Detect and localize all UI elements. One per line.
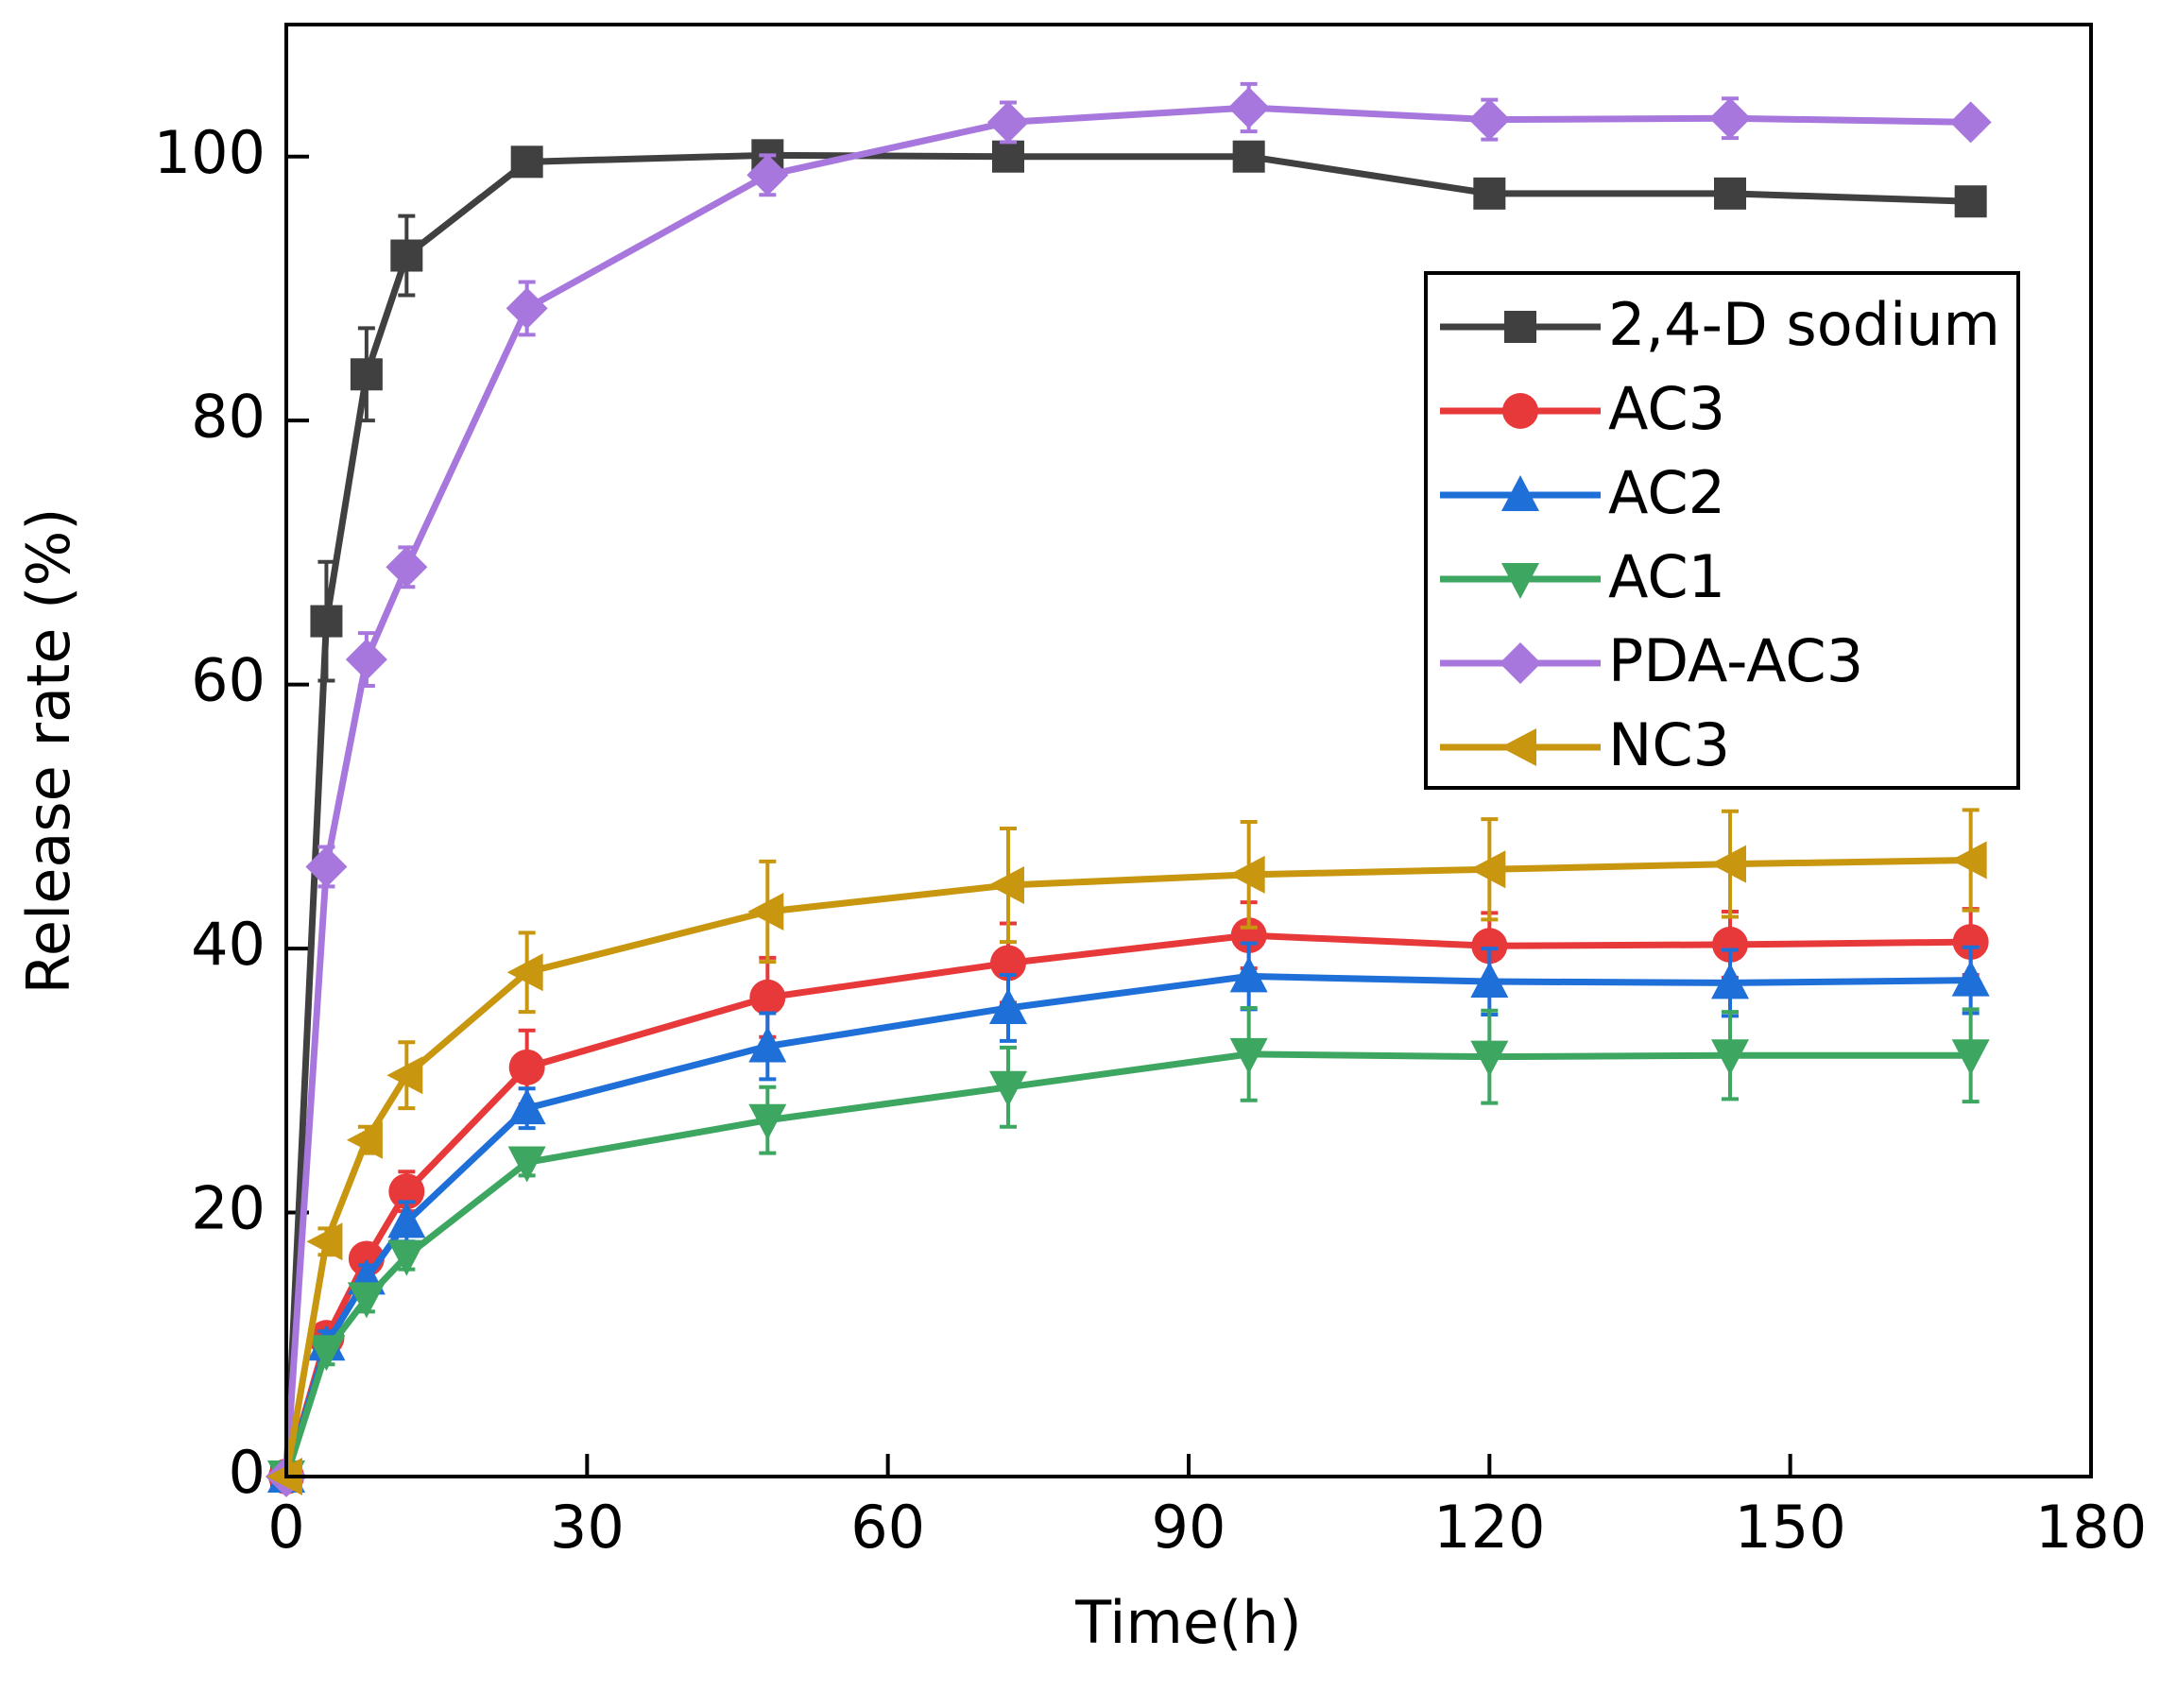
- legend-box: [1424, 271, 2020, 790]
- plot-frame: [284, 23, 2093, 1478]
- legend-label: PDA-AC3: [1608, 626, 1863, 695]
- marker: [1711, 963, 1749, 999]
- marker: [1711, 1039, 1749, 1076]
- marker: [507, 1088, 546, 1125]
- marker: [1228, 855, 1265, 894]
- marker: [345, 639, 387, 681]
- marker: [1501, 475, 1539, 511]
- marker: [1504, 311, 1536, 343]
- y-tick-label: 40: [191, 910, 266, 979]
- marker: [305, 845, 348, 888]
- marker: [1954, 185, 1987, 218]
- y-tick-label: 100: [154, 118, 266, 187]
- marker: [1501, 563, 1539, 599]
- marker: [992, 140, 1024, 173]
- marker: [1500, 642, 1541, 684]
- marker: [746, 154, 789, 196]
- y-tick-label: 60: [191, 646, 266, 715]
- marker: [350, 358, 383, 391]
- x-tick-label: 0: [267, 1493, 304, 1562]
- marker: [506, 287, 548, 330]
- marker: [1227, 87, 1270, 129]
- y-tick-label: 0: [229, 1438, 266, 1507]
- legend-label: NC3: [1608, 710, 1730, 779]
- marker: [1230, 917, 1267, 954]
- marker: [1473, 177, 1506, 210]
- marker: [307, 1335, 346, 1372]
- marker: [1951, 960, 1990, 997]
- marker: [1950, 841, 1987, 880]
- marker: [346, 1120, 383, 1159]
- x-axis-label: Time(h): [1074, 1588, 1301, 1657]
- y-axis-label: Release rate (%): [14, 508, 83, 995]
- legend-label: AC3: [1608, 374, 1725, 443]
- marker: [1951, 1039, 1990, 1076]
- x-tick-label: 60: [850, 1493, 925, 1562]
- x-tick-label: 150: [1734, 1493, 1845, 1562]
- legend: 2,4-D sodium AC3 AC2 AC1 PDA-AC3 NC3: [1424, 271, 2020, 790]
- marker: [747, 892, 784, 931]
- marker: [1229, 956, 1268, 993]
- marker: [387, 1202, 426, 1238]
- marker: [987, 101, 1029, 144]
- marker: [748, 1026, 787, 1063]
- marker: [507, 1146, 546, 1183]
- marker: [1709, 97, 1751, 140]
- marker: [1470, 962, 1509, 999]
- marker: [387, 1239, 426, 1276]
- marker: [990, 945, 1026, 982]
- marker: [1710, 845, 1746, 883]
- marker: [1949, 101, 1992, 144]
- marker: [1500, 728, 1536, 766]
- marker: [1470, 1040, 1509, 1077]
- x-tick-label: 30: [550, 1493, 625, 1562]
- x-tick-label: 120: [1433, 1493, 1545, 1562]
- marker: [1714, 177, 1746, 210]
- marker: [1712, 926, 1748, 963]
- y-tick-label: 20: [191, 1174, 266, 1243]
- marker: [306, 1222, 343, 1261]
- legend-label: 2,4-D sodium: [1608, 290, 2000, 359]
- x-tick-label: 180: [2035, 1493, 2147, 1562]
- marker: [1471, 928, 1508, 965]
- series-line: [283, 931, 1971, 1477]
- legend-label: AC1: [1608, 542, 1725, 611]
- x-tick-label: 90: [1152, 1493, 1226, 1562]
- marker: [749, 979, 786, 1016]
- marker: [506, 953, 543, 992]
- y-tick-label: 80: [191, 382, 266, 451]
- marker: [310, 605, 343, 638]
- marker: [989, 1070, 1027, 1107]
- marker: [989, 987, 1027, 1024]
- marker: [1952, 924, 1989, 961]
- marker: [1232, 140, 1265, 173]
- marker: [1469, 850, 1506, 889]
- marker: [508, 1049, 545, 1085]
- marker: [748, 1103, 787, 1140]
- marker: [386, 546, 428, 589]
- marker: [388, 1173, 425, 1210]
- marker: [510, 145, 543, 179]
- marker: [988, 866, 1024, 905]
- marker: [347, 1282, 386, 1319]
- marker: [1502, 393, 1538, 429]
- marker: [1229, 1037, 1268, 1074]
- marker: [390, 239, 423, 272]
- marker: [386, 1056, 423, 1095]
- marker: [1468, 98, 1511, 141]
- legend-label: AC2: [1608, 458, 1725, 527]
